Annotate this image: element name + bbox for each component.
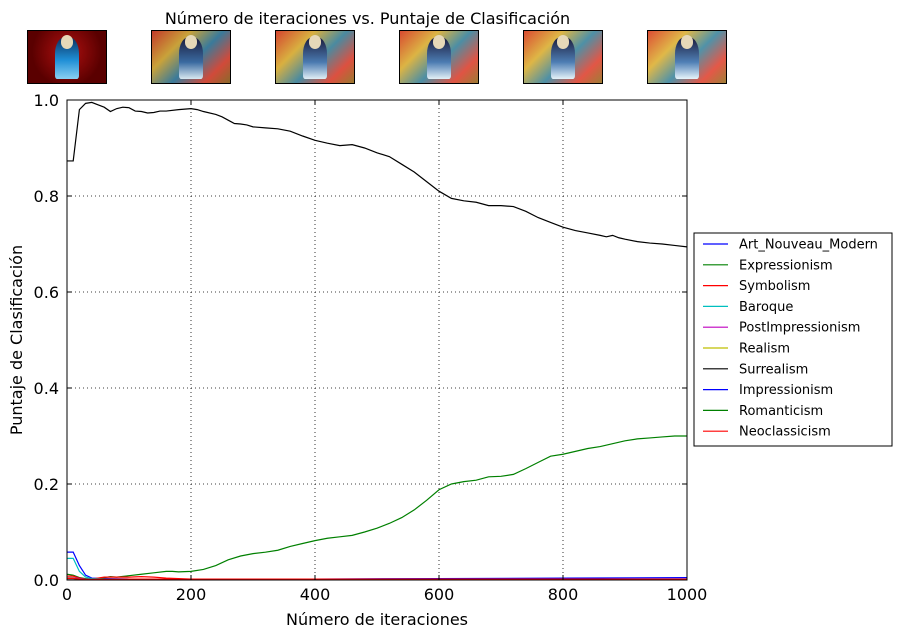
series-line-surrealism	[67, 101, 688, 248]
series-line-art-nouveau-modern	[67, 551, 688, 580]
thumbnail-image-6	[647, 30, 727, 84]
grid-lines	[67, 100, 687, 580]
y-axis-label: Puntaje de Clasificación	[7, 245, 26, 435]
legend-label: PostImpressionism	[739, 321, 860, 336]
x-tick-label: 600	[424, 585, 455, 604]
plot-frame	[66, 99, 688, 581]
legend-label: Symbolism	[739, 279, 810, 294]
series-line-neoclassicism	[67, 577, 687, 581]
legend-label: Romanticism	[739, 404, 823, 419]
x-tick-label: 200	[176, 585, 207, 604]
legend-label: Realism	[739, 342, 790, 357]
y-tick-label: 0.2	[34, 475, 59, 494]
legend-label: Neoclassicism	[739, 425, 831, 440]
legend-label: Surrealism	[739, 362, 808, 377]
thumbnail-image-2	[151, 30, 231, 84]
x-tick-label: 1000	[667, 585, 708, 604]
y-tick-label: 0.0	[34, 571, 59, 590]
y-tick-label: 0.8	[34, 187, 59, 206]
y-tick-label: 0.4	[34, 379, 59, 398]
y-tick-label: 1.0	[34, 91, 59, 110]
axis-ticks: 0 200 400 600 800 1000 0.0 0.2 0.4 0.6 0.8 1.0	[34, 91, 708, 604]
legend-label: Baroque	[739, 300, 793, 315]
series-line-expressionism	[66, 435, 687, 580]
y-tick-label: 0.6	[34, 283, 59, 302]
x-tick-label: 400	[300, 585, 331, 604]
x-axis-label: Número de iteraciones	[286, 610, 468, 629]
series-line-baroque	[67, 557, 687, 581]
thumbnail-image-1	[27, 30, 107, 84]
x-tick-label: 0	[62, 585, 72, 604]
chart-title: Número de iteraciones vs. Puntaje de Cla…	[164, 9, 571, 28]
thumbnail-image-3	[275, 30, 355, 84]
x-tick-label: 800	[548, 585, 579, 604]
series-lines	[66, 101, 688, 581]
thumbnail-image-4	[399, 30, 479, 84]
legend-label: Impressionism	[739, 383, 833, 398]
legend: Art_Nouveau_Modern Expressionism Symbolism…	[693, 232, 893, 447]
legend-label: Expressionism	[739, 258, 833, 273]
thumbnail-image-5	[523, 30, 603, 84]
legend-label: Art_Nouveau_Modern	[739, 238, 878, 253]
